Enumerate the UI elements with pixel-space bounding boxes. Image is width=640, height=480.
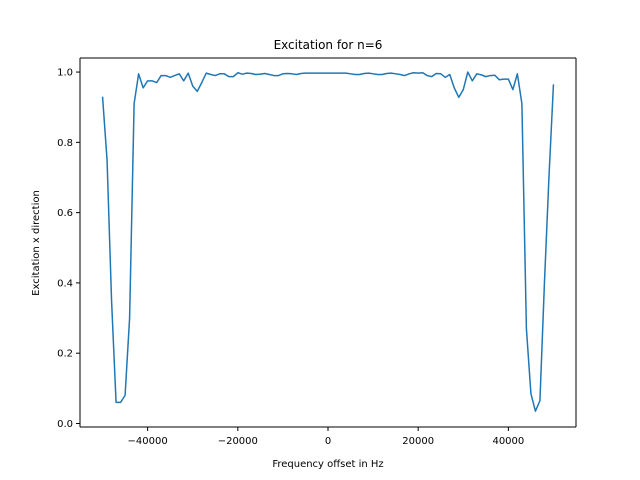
y-tick-label-4: 0.8	[57, 138, 73, 149]
plot-area: −40000 −20000 0 20000 40000 0.0 0.2 0.4 0.6 0.8 1.…	[57, 57, 577, 447]
y-tick-label-3: 0.6	[57, 208, 73, 219]
y-tick-label-1: 0.2	[57, 349, 73, 360]
x-tick-label-0: −40000	[128, 436, 168, 447]
y-axis-label: Excitation x direction	[31, 190, 42, 296]
x-tick-label-1: −20000	[218, 436, 258, 447]
x-axis-label: Frequency offset in Hz	[272, 459, 383, 470]
y-tick-label-5: 1.0	[57, 68, 73, 79]
y-tick-label-2: 0.4	[57, 278, 73, 289]
x-tick-label-2: 0	[325, 436, 331, 447]
x-tick-label-4: 40000	[492, 436, 524, 447]
chart-title: Excitation for n=6	[274, 38, 383, 52]
series-line-0	[101, 71, 555, 412]
y-tick-label-0: 0.0	[57, 419, 73, 430]
x-tick-label-3: 20000	[402, 436, 434, 447]
